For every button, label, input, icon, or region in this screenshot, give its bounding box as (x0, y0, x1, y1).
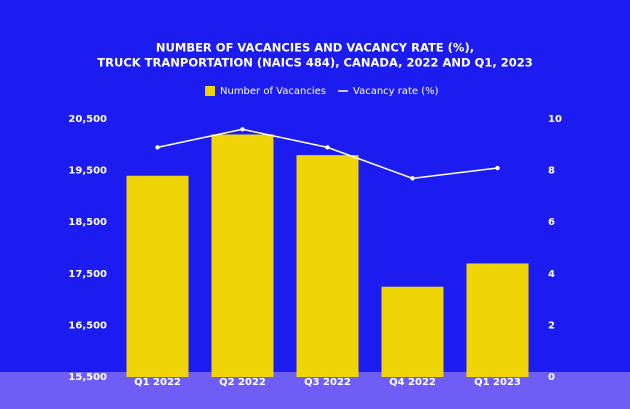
legend-swatch (205, 86, 215, 96)
y-tick-label: 17,500 (68, 269, 107, 280)
y-tick-label: 20,500 (68, 114, 107, 125)
legend-label: Vacancy rate (%) (353, 86, 439, 97)
y2-tick-label: 10 (548, 114, 562, 125)
legend-label: Number of Vacancies (220, 86, 326, 97)
line-point (155, 145, 160, 150)
x-tick-label: Q2 2022 (219, 377, 266, 388)
footer-band (0, 372, 630, 409)
bar (296, 155, 359, 377)
x-tick-label: Q3 2022 (304, 377, 351, 388)
line-point (495, 165, 500, 171)
y2-tick-label: 8 (548, 166, 555, 177)
y-tick-label: 19,500 (68, 166, 107, 177)
x-tick-label: Q4 2022 (389, 377, 436, 388)
y-tick-label: 16,500 (68, 320, 107, 331)
y2-tick-label: 2 (548, 320, 555, 331)
y2-tick-label: 6 (548, 217, 555, 228)
chart-title: NUMBER OF VACANCIES AND VACANCY RATE (%)… (156, 41, 474, 55)
y-tick-label: 18,500 (68, 217, 107, 228)
line-point (325, 145, 330, 150)
y2-tick-label: 4 (548, 269, 555, 280)
line-point (240, 127, 245, 132)
bar (211, 134, 274, 377)
line-point (410, 176, 415, 181)
x-tick-label: Q1 2022 (134, 377, 181, 388)
x-tick-label: Q1 2023 (474, 377, 521, 388)
y2-tick-label: 0 (548, 372, 555, 383)
bar (381, 286, 444, 377)
y-tick-label: 15,500 (68, 372, 107, 383)
bar (126, 175, 189, 377)
chart-title: TRUCK TRANPORTATION (NAICS 484), CANADA,… (97, 56, 532, 70)
bar (466, 263, 529, 377)
